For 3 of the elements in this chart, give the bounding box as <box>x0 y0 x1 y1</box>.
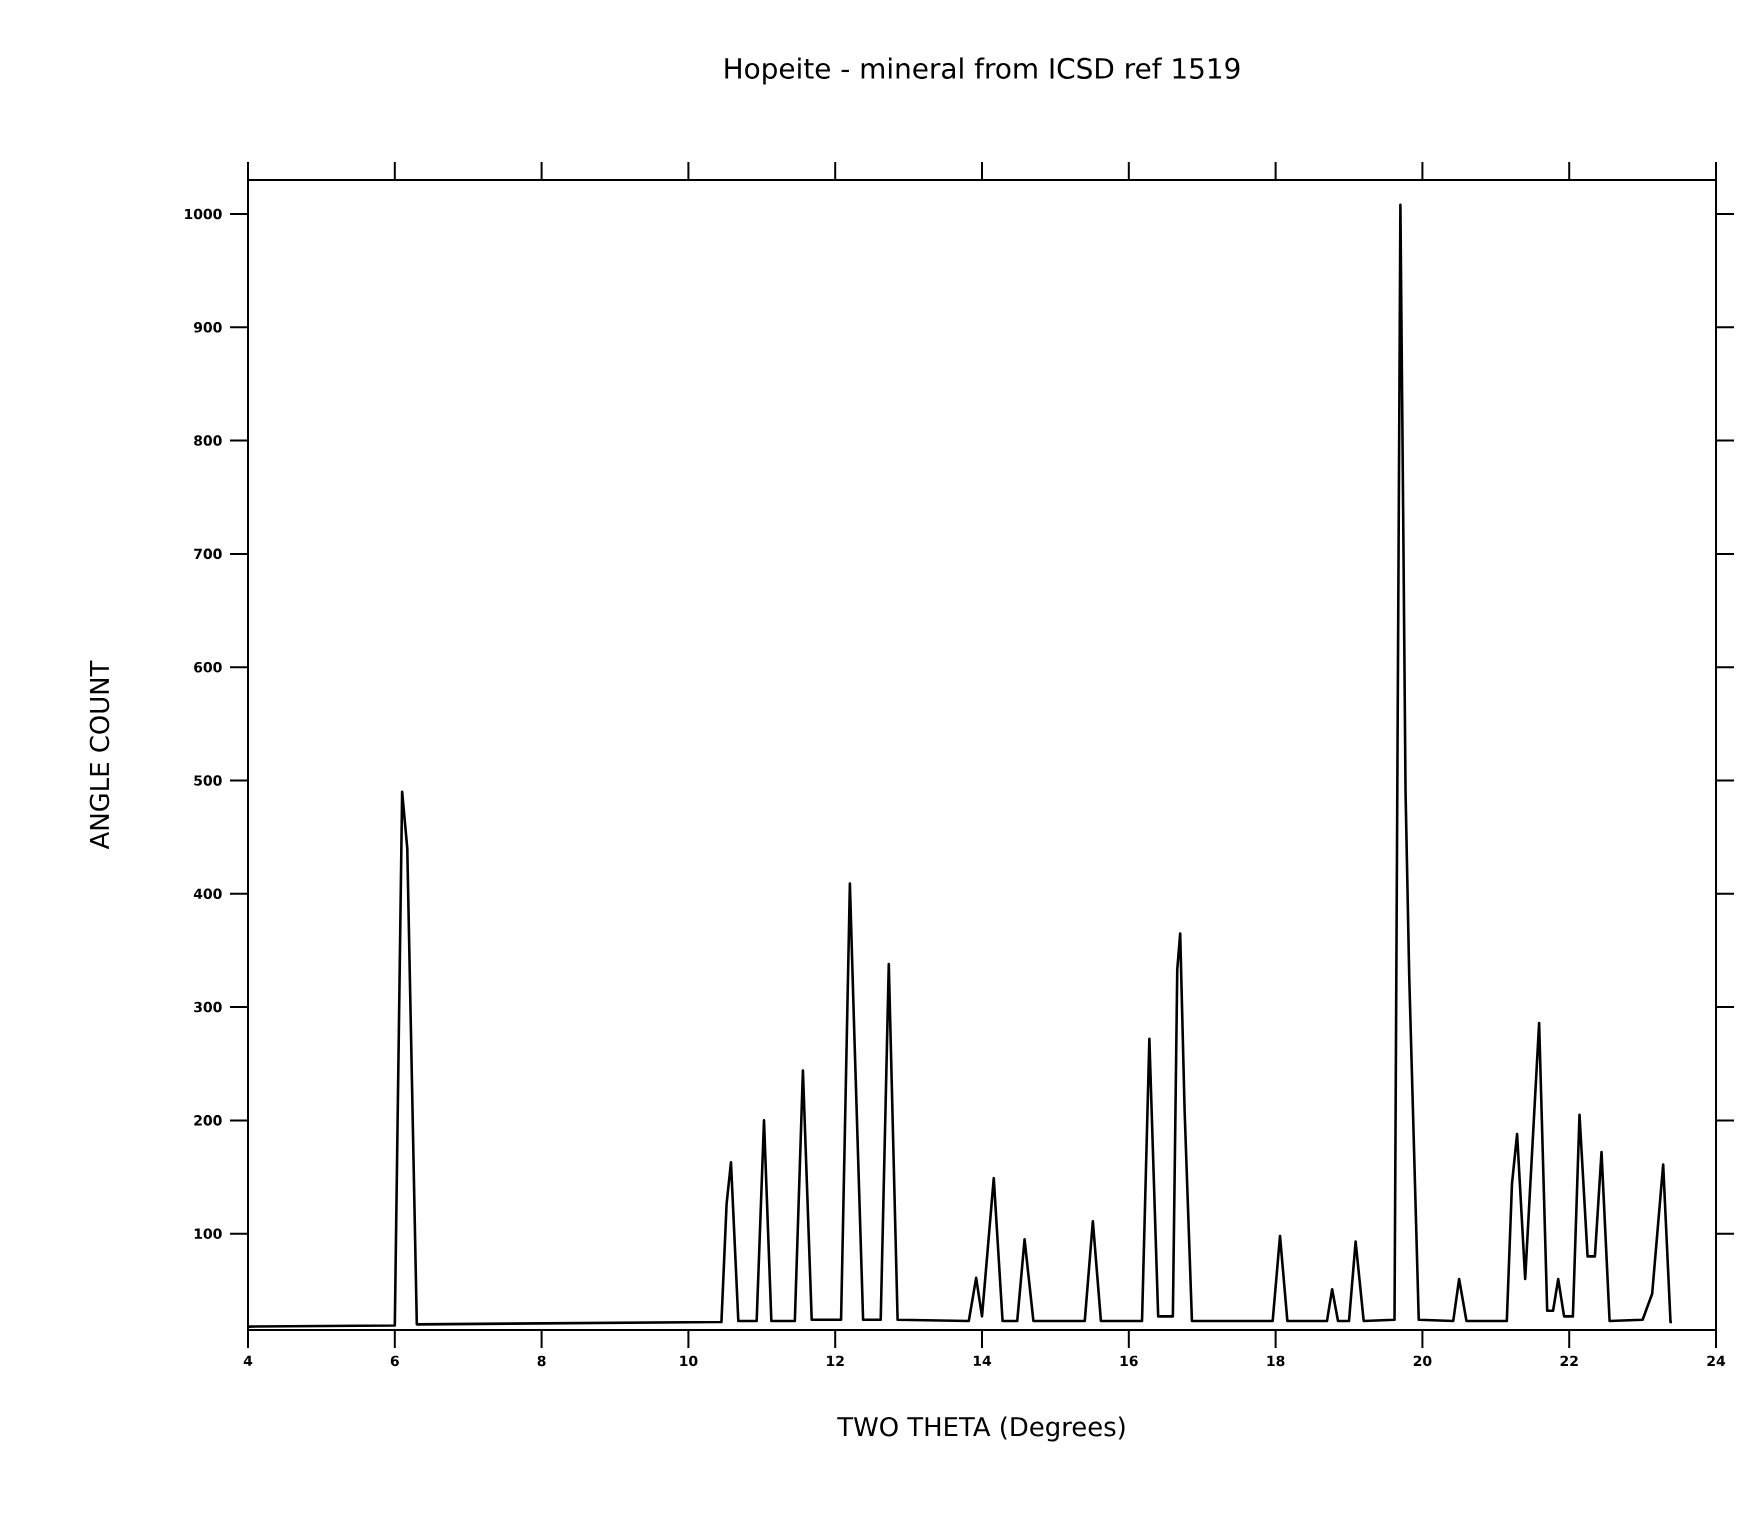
x-axis-title: TWO THETA (Degrees) <box>837 1416 1125 1442</box>
chart-title: Hopeite - mineral from ICSD ref 1519 <box>725 57 1240 85</box>
y-axis-title: ANGLE COUNT <box>89 660 110 850</box>
